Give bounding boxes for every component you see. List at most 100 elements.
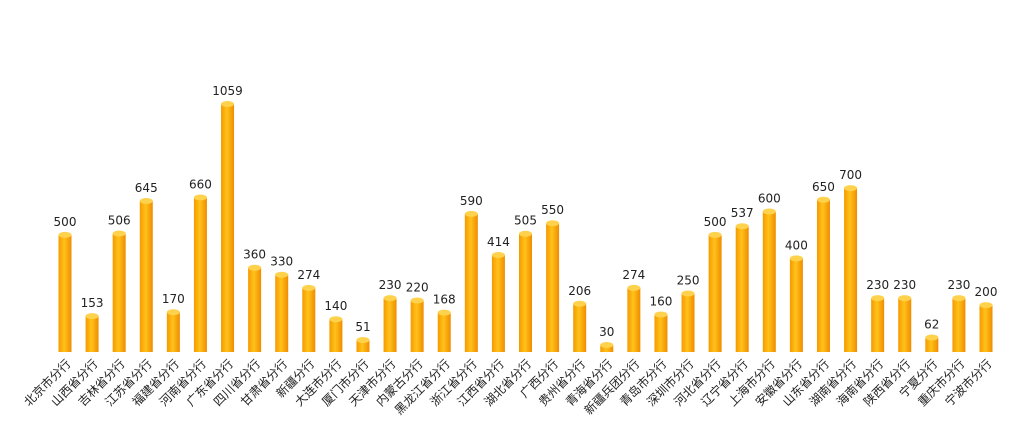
bar xyxy=(410,300,424,352)
bar-cap xyxy=(356,337,370,344)
bar-cap xyxy=(871,295,885,302)
bar-cap xyxy=(58,231,72,238)
value-label: 230 xyxy=(379,278,402,292)
bar xyxy=(546,223,560,352)
bar-cap xyxy=(600,341,614,348)
value-label: 230 xyxy=(947,278,970,292)
bar-cap xyxy=(491,252,505,259)
value-label: 140 xyxy=(324,299,347,313)
value-label: 645 xyxy=(135,181,158,195)
bar-cap xyxy=(248,264,262,271)
value-label: 206 xyxy=(568,284,591,298)
bar-cap xyxy=(275,271,289,278)
bar xyxy=(952,298,966,352)
bar xyxy=(464,213,478,352)
value-label: 590 xyxy=(460,194,483,208)
bar-cap xyxy=(166,309,180,316)
value-label: 220 xyxy=(406,280,429,294)
value-label: 230 xyxy=(866,278,889,292)
bar xyxy=(112,233,126,352)
bar xyxy=(898,298,912,352)
value-label: 650 xyxy=(812,180,835,194)
bar-cap xyxy=(816,196,830,203)
bar-cap xyxy=(898,295,912,302)
bar-cap xyxy=(302,284,316,291)
value-label: 274 xyxy=(297,268,320,282)
bar xyxy=(85,316,99,352)
bar xyxy=(193,197,207,352)
value-label: 500 xyxy=(54,215,77,229)
bar-cap xyxy=(410,297,424,304)
value-label: 51 xyxy=(355,320,370,334)
bar-cap xyxy=(708,231,722,238)
bar xyxy=(356,340,370,352)
value-label: 200 xyxy=(975,285,998,299)
bar xyxy=(519,233,532,352)
bar xyxy=(735,226,749,352)
bar-cap xyxy=(735,223,749,230)
value-label: 170 xyxy=(162,292,185,306)
bar xyxy=(871,298,885,352)
value-label: 506 xyxy=(108,214,131,228)
bar xyxy=(600,344,614,352)
bar xyxy=(844,188,858,352)
value-label: 360 xyxy=(243,248,266,262)
value-label: 500 xyxy=(704,215,727,229)
bar xyxy=(166,312,180,352)
bar xyxy=(302,287,316,352)
bar-cap xyxy=(139,197,153,204)
bar-cap xyxy=(329,316,343,323)
bar-cap xyxy=(112,230,126,237)
value-label: 30 xyxy=(599,325,614,339)
bar-cap xyxy=(573,300,587,307)
bar xyxy=(275,274,289,352)
bar-cap xyxy=(681,290,695,297)
value-label: 505 xyxy=(514,214,537,228)
bar xyxy=(383,298,397,352)
bar-cap xyxy=(844,185,858,192)
value-label: 62 xyxy=(924,317,939,331)
bar xyxy=(681,293,695,352)
bar-cap xyxy=(979,302,993,309)
value-label: 600 xyxy=(758,191,781,205)
bar xyxy=(789,258,803,352)
bar xyxy=(221,104,235,352)
value-label: 414 xyxy=(487,235,510,249)
bar-cap xyxy=(627,284,641,291)
bar xyxy=(491,255,505,352)
bar xyxy=(654,314,668,352)
value-label: 250 xyxy=(677,273,700,287)
bar xyxy=(979,305,993,352)
bar-cap xyxy=(193,194,207,201)
bar-cap xyxy=(925,334,939,341)
bar-cap xyxy=(437,309,451,316)
bar-cap xyxy=(762,208,776,215)
bar xyxy=(816,199,830,352)
bar-cap xyxy=(221,101,235,107)
value-label: 230 xyxy=(893,278,916,292)
bar-cap xyxy=(464,210,478,217)
value-label: 168 xyxy=(433,293,456,307)
bar xyxy=(248,267,262,352)
bar xyxy=(925,337,939,352)
bar-cap xyxy=(383,295,397,302)
bar xyxy=(573,303,587,352)
value-label: 274 xyxy=(622,268,645,282)
bar xyxy=(329,319,343,352)
bar-cap xyxy=(519,230,532,237)
value-label: 1059 xyxy=(212,84,243,98)
bar-cap xyxy=(85,313,99,320)
bar-cap xyxy=(654,311,668,318)
bar-cap xyxy=(952,295,966,302)
bar xyxy=(437,312,451,352)
bar-cap xyxy=(789,255,803,262)
bar xyxy=(708,234,722,352)
value-label: 330 xyxy=(270,255,293,269)
bar xyxy=(58,234,72,352)
value-label: 700 xyxy=(839,168,862,182)
bar xyxy=(627,287,641,352)
bar xyxy=(762,211,776,352)
value-label: 400 xyxy=(785,238,808,252)
value-label: 660 xyxy=(189,177,212,191)
